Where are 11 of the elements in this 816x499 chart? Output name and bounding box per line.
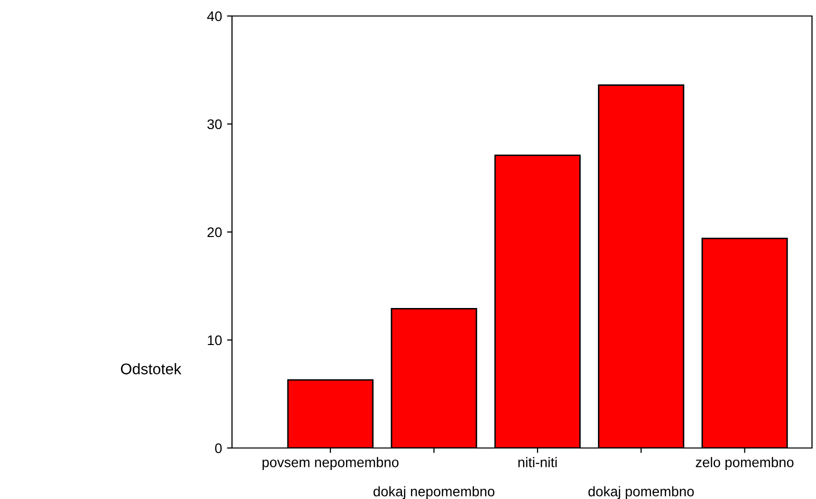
y-tick-label: 10 <box>208 335 222 346</box>
x-tick-label: dokaj pomembno <box>588 486 694 499</box>
x-tick-label: povsem nepomembno <box>262 457 399 470</box>
y-axis-title: Odstotek <box>120 363 182 374</box>
y-tick-label: 20 <box>208 227 222 238</box>
x-tick-label: zelo pomembno <box>696 457 794 470</box>
x-tick-label: dokaj nepomembno <box>374 486 494 499</box>
y-tick-label: 40 <box>207 11 222 22</box>
y-tick-label: 0 <box>215 443 222 454</box>
y-tick-label: 30 <box>207 119 222 130</box>
x-tick-label: niti-niti <box>518 457 557 468</box>
